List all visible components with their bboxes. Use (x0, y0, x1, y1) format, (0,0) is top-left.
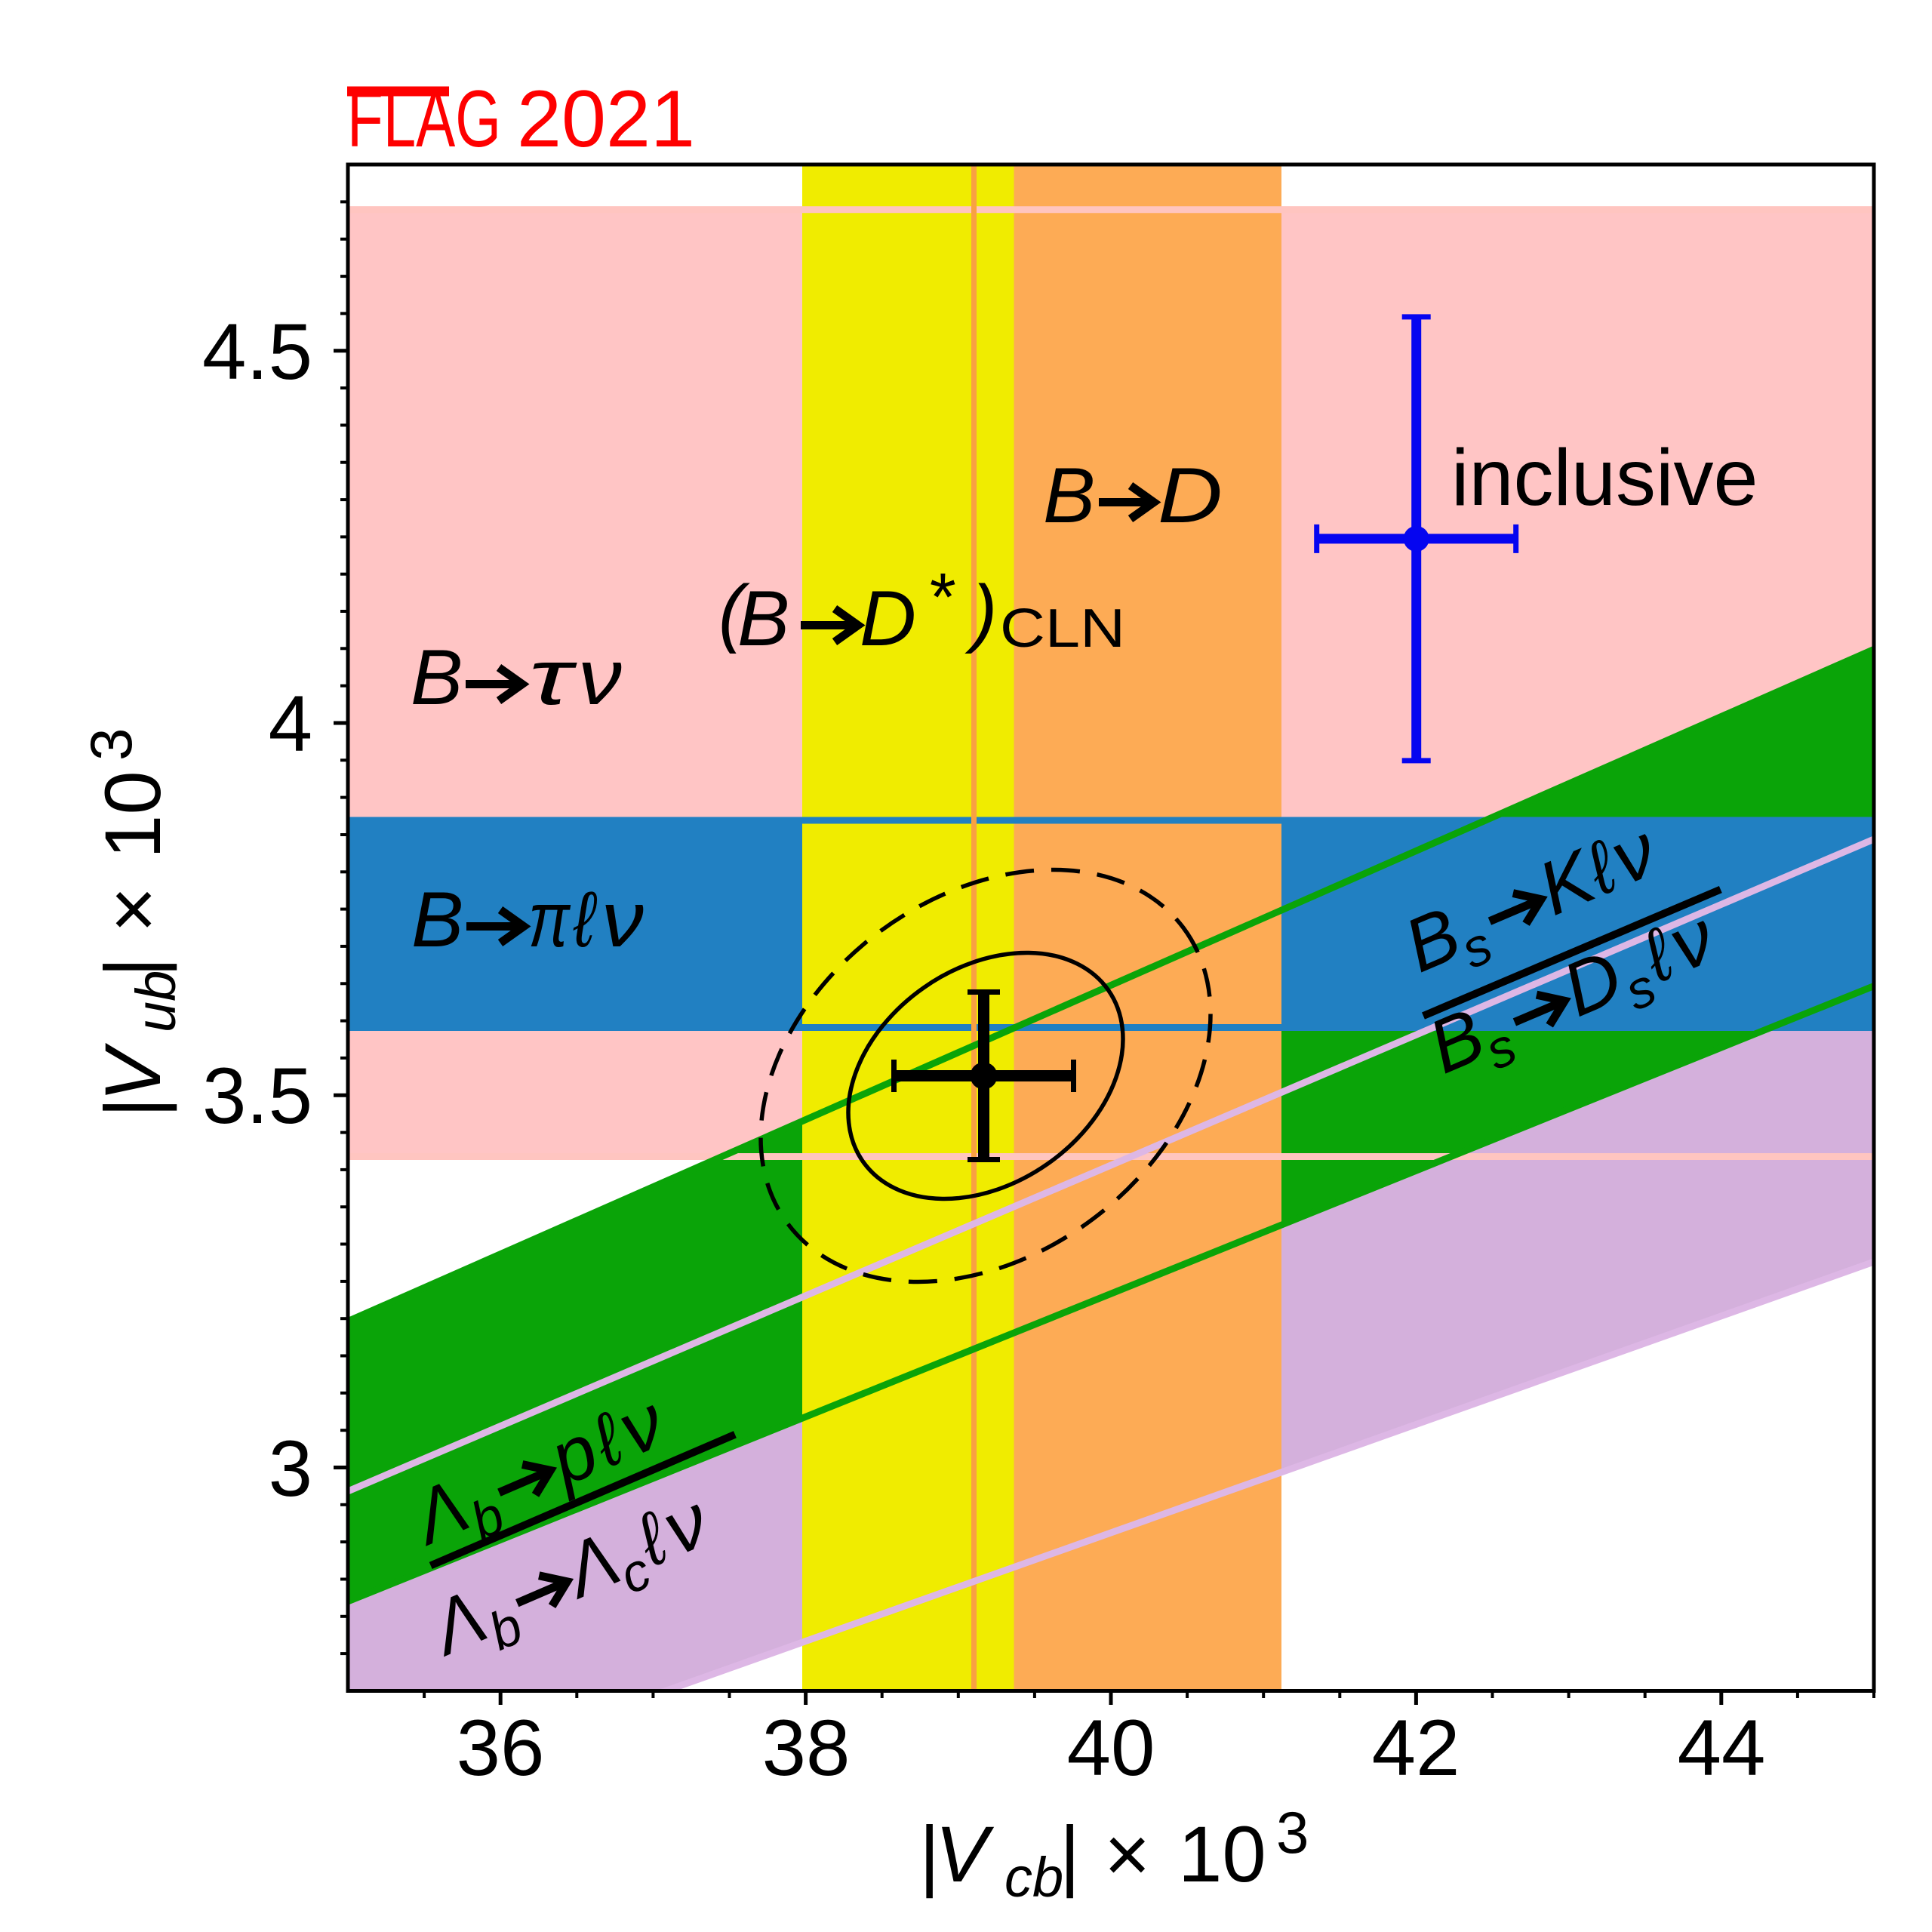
svg-text:38: 38 (762, 1704, 851, 1792)
svg-text:2021: 2021 (517, 73, 695, 164)
svg-text:π: π (528, 876, 571, 964)
svg-text:×: × (89, 887, 177, 933)
svg-text:4.5: 4.5 (202, 308, 312, 396)
svg-text:40: 40 (1067, 1704, 1155, 1792)
svg-text:cb: cb (1004, 1846, 1063, 1909)
svg-text:B: B (411, 876, 463, 964)
svg-text:42: 42 (1372, 1704, 1460, 1792)
svg-text:inclusive: inclusive (1451, 433, 1758, 522)
svg-text:|: | (919, 1810, 940, 1899)
svg-text:V: V (89, 1042, 177, 1102)
svg-text:ν: ν (601, 876, 644, 964)
svg-text:*: * (927, 560, 955, 635)
svg-text:ℓ: ℓ (573, 876, 597, 964)
svg-text:3: 3 (78, 728, 144, 761)
svg-text:B: B (411, 634, 463, 721)
svg-text:10: 10 (89, 771, 177, 859)
svg-text:10: 10 (1178, 1810, 1266, 1899)
svg-text:|: | (89, 1097, 177, 1118)
svg-text:D: D (1158, 452, 1223, 540)
svg-text:×: × (1104, 1810, 1150, 1899)
svg-text:|: | (1060, 1810, 1080, 1899)
svg-text:3: 3 (269, 1425, 312, 1513)
svg-text:V: V (935, 1810, 995, 1899)
svg-text:36: 36 (457, 1704, 545, 1792)
svg-text:ub: ub (125, 971, 187, 1032)
svg-text:τ: τ (529, 634, 578, 721)
svg-text:CLN: CLN (1000, 598, 1125, 659)
svg-text:3.5: 3.5 (202, 1052, 312, 1140)
svg-text:D: D (860, 575, 916, 663)
svg-text:B: B (1043, 452, 1095, 540)
svg-text:|: | (89, 957, 177, 977)
svg-text:4: 4 (269, 680, 312, 768)
svg-text:ν: ν (578, 634, 622, 721)
svg-text:B: B (737, 575, 789, 663)
svg-text:44: 44 (1678, 1704, 1766, 1792)
svg-text:3: 3 (1276, 1799, 1309, 1866)
